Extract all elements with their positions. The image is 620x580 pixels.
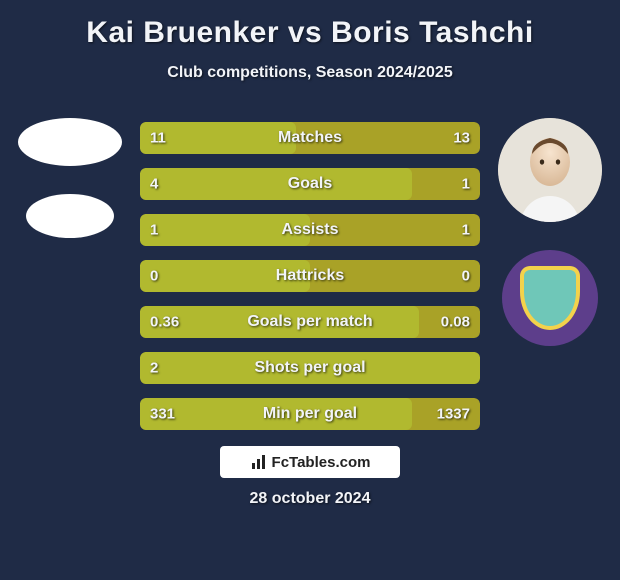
stat-right-value: 1337 [437,406,470,423]
stat-row: 4 1 Goals [140,168,480,200]
stat-label: Matches [278,129,342,147]
bar-fill [140,168,412,200]
stat-row: 2 Shots per goal [140,352,480,384]
player-right-avatar [498,118,602,222]
comparison-card: Kai Bruenker vs Boris Tashchi Club compe… [0,0,620,580]
stat-left-value: 1 [150,222,158,239]
stat-left-value: 2 [150,360,158,377]
club-left-badge [26,194,114,238]
stat-right-value: 1 [462,176,470,193]
stat-left-value: 0 [150,268,158,285]
stat-left-value: 0.36 [150,314,179,331]
stat-row: 0 0 Hattricks [140,260,480,292]
stat-right-value: 0 [462,268,470,285]
watermark: FcTables.com [220,446,400,478]
stat-label: Goals [288,175,332,193]
stat-right-value: 1 [462,222,470,239]
date-label: 28 october 2024 [250,490,371,508]
left-player-column [10,118,130,238]
bar-chart-icon [250,453,268,471]
person-icon [498,118,602,222]
stat-row: 0.36 0.08 Goals per match [140,306,480,338]
subtitle: Club competitions, Season 2024/2025 [10,64,610,82]
stat-right-value: 0.08 [441,314,470,331]
stat-row: 331 1337 Min per goal [140,398,480,430]
stat-row: 11 13 Matches [140,122,480,154]
player-left-avatar [18,118,122,166]
watermark-text: FcTables.com [272,454,371,471]
stat-bars: 1113Matches41Goals11Assists00Hattricks0.… [140,122,480,430]
stat-label: Goals per match [247,313,372,331]
stat-left-value: 4 [150,176,158,193]
stat-row: 1 1 Assists [140,214,480,246]
stat-label: Assists [282,221,339,239]
stat-label: Min per goal [263,405,357,423]
stat-right-value: 13 [453,130,470,147]
stat-left-value: 11 [150,130,166,147]
right-player-column [490,118,610,346]
stat-left-value: 331 [150,406,175,423]
stat-label: Hattricks [276,267,344,285]
page-title: Kai Bruenker vs Boris Tashchi [10,16,610,50]
club-right-badge [502,250,598,346]
stat-label: Shots per goal [254,359,365,377]
